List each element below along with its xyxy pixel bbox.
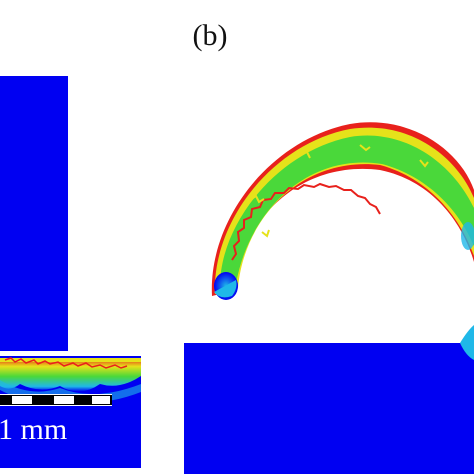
panel-b-label: (b) [192,19,228,52]
scale-bar [0,394,112,406]
panel-b-contact-region [460,325,474,360]
panel-a-vertical-substrate [0,76,68,351]
scale-bar-label: 1 mm [0,413,68,446]
panel-b-arc-deposit [211,122,474,300]
panel-b-substrate [184,343,474,474]
